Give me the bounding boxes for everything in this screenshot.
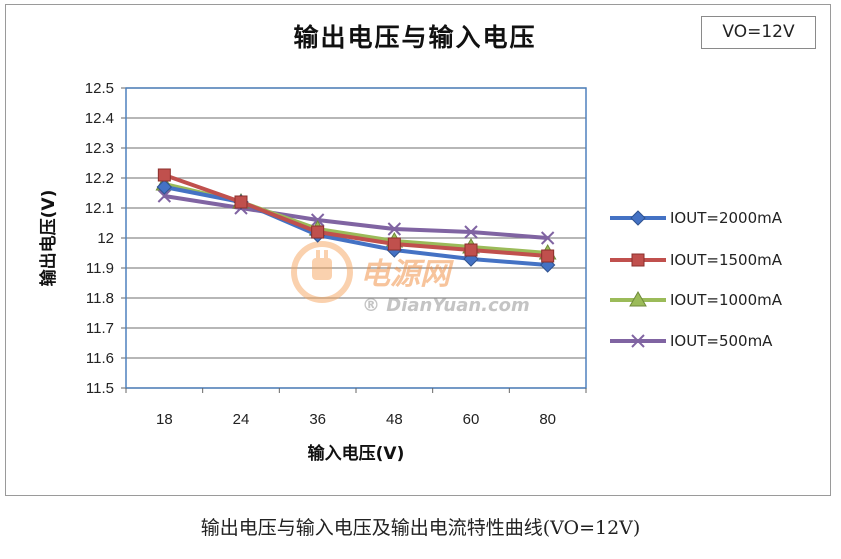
y-tick-label: 11.6 (86, 350, 114, 367)
legend-label: IOUT=1500mA (670, 251, 783, 269)
legend-item: IOUT=1000mA (610, 290, 783, 309)
plug-pin (316, 250, 320, 260)
y-tick-label: 11.5 (86, 380, 114, 397)
x-tick-label: 18 (156, 411, 173, 428)
y-tick-label: 12.1 (85, 200, 114, 217)
vo-label-box: VO=12V (701, 16, 816, 49)
x-tick-label: 24 (233, 411, 250, 428)
series-line (164, 194, 548, 240)
legend-label: IOUT=2000mA (670, 209, 783, 227)
legend-item: IOUT=1500mA (610, 251, 783, 269)
data-point (631, 334, 645, 348)
x-tick-label: 60 (463, 411, 480, 428)
legend: IOUT=2000mA IOUT=1500mA IOUT=1000mA IOUT=50… (610, 209, 783, 350)
y-axis-title: 输出电压(V) (38, 190, 59, 287)
series-iout-1500ma (157, 168, 555, 263)
data-point (311, 225, 325, 239)
watermark-text-en: ® DianYuan.com (362, 295, 530, 316)
data-point (157, 168, 171, 182)
data-point (630, 210, 646, 226)
series-iout-1000ma (155, 174, 557, 260)
data-point (541, 249, 555, 263)
y-tick-label: 11.8 (86, 290, 114, 307)
y-tick-label: 11.9 (86, 260, 114, 277)
legend-item: IOUT=500mA (610, 332, 773, 350)
grid-lines (121, 87, 587, 393)
y-tick-label: 12.5 (85, 80, 114, 97)
plug-icon (312, 258, 332, 280)
x-tick-label: 36 (309, 411, 326, 428)
data-point (157, 189, 172, 203)
data-point (387, 237, 401, 251)
plug-pin (324, 250, 328, 260)
y-tick-label: 12.3 (85, 140, 114, 157)
data-point (631, 253, 645, 267)
line-chart: 电源网® DianYuan.com 12.512.412.312.212.112… (38, 80, 783, 464)
data-point (464, 243, 478, 257)
watermark-text-cn: 电源网 (360, 257, 454, 292)
legend-label: IOUT=1000mA (670, 291, 783, 309)
y-tick-label: 12 (97, 230, 114, 247)
legend-label: IOUT=500mA (670, 332, 773, 350)
y-tick-label: 12.2 (85, 170, 114, 187)
x-axis-title: 输入电压(V) (308, 443, 405, 464)
chart-title: 输出电压与输入电压 (293, 23, 537, 52)
data-point (464, 225, 478, 239)
y-axis-ticks: 12.5 12.4 12.3 12.2 12.1 12 11.9 11.8 11.7 11.6 11… (85, 80, 114, 397)
data-point (387, 222, 402, 236)
x-tick-label: 48 (386, 411, 403, 428)
y-tick-label: 12.4 (85, 110, 114, 127)
x-tick-label: 80 (539, 411, 556, 428)
data-point (629, 290, 647, 307)
x-axis-ticks: 18 24 36 48 60 80 (156, 411, 556, 428)
data-point (156, 179, 173, 195)
series-line (163, 173, 548, 258)
y-tick-label: 11.7 (86, 320, 114, 337)
legend-item: IOUT=2000mA (610, 209, 783, 227)
chart-frame (5, 4, 831, 496)
figure-caption: 输出电压与输入电压及输出电流特性曲线(VO=12V) (200, 517, 641, 539)
watermark-logo: 电源网 ® DianYuan.com (291, 241, 530, 316)
watermark-ring (291, 241, 353, 303)
data-point (540, 231, 555, 245)
series-group (155, 168, 557, 273)
data-point (234, 195, 248, 209)
